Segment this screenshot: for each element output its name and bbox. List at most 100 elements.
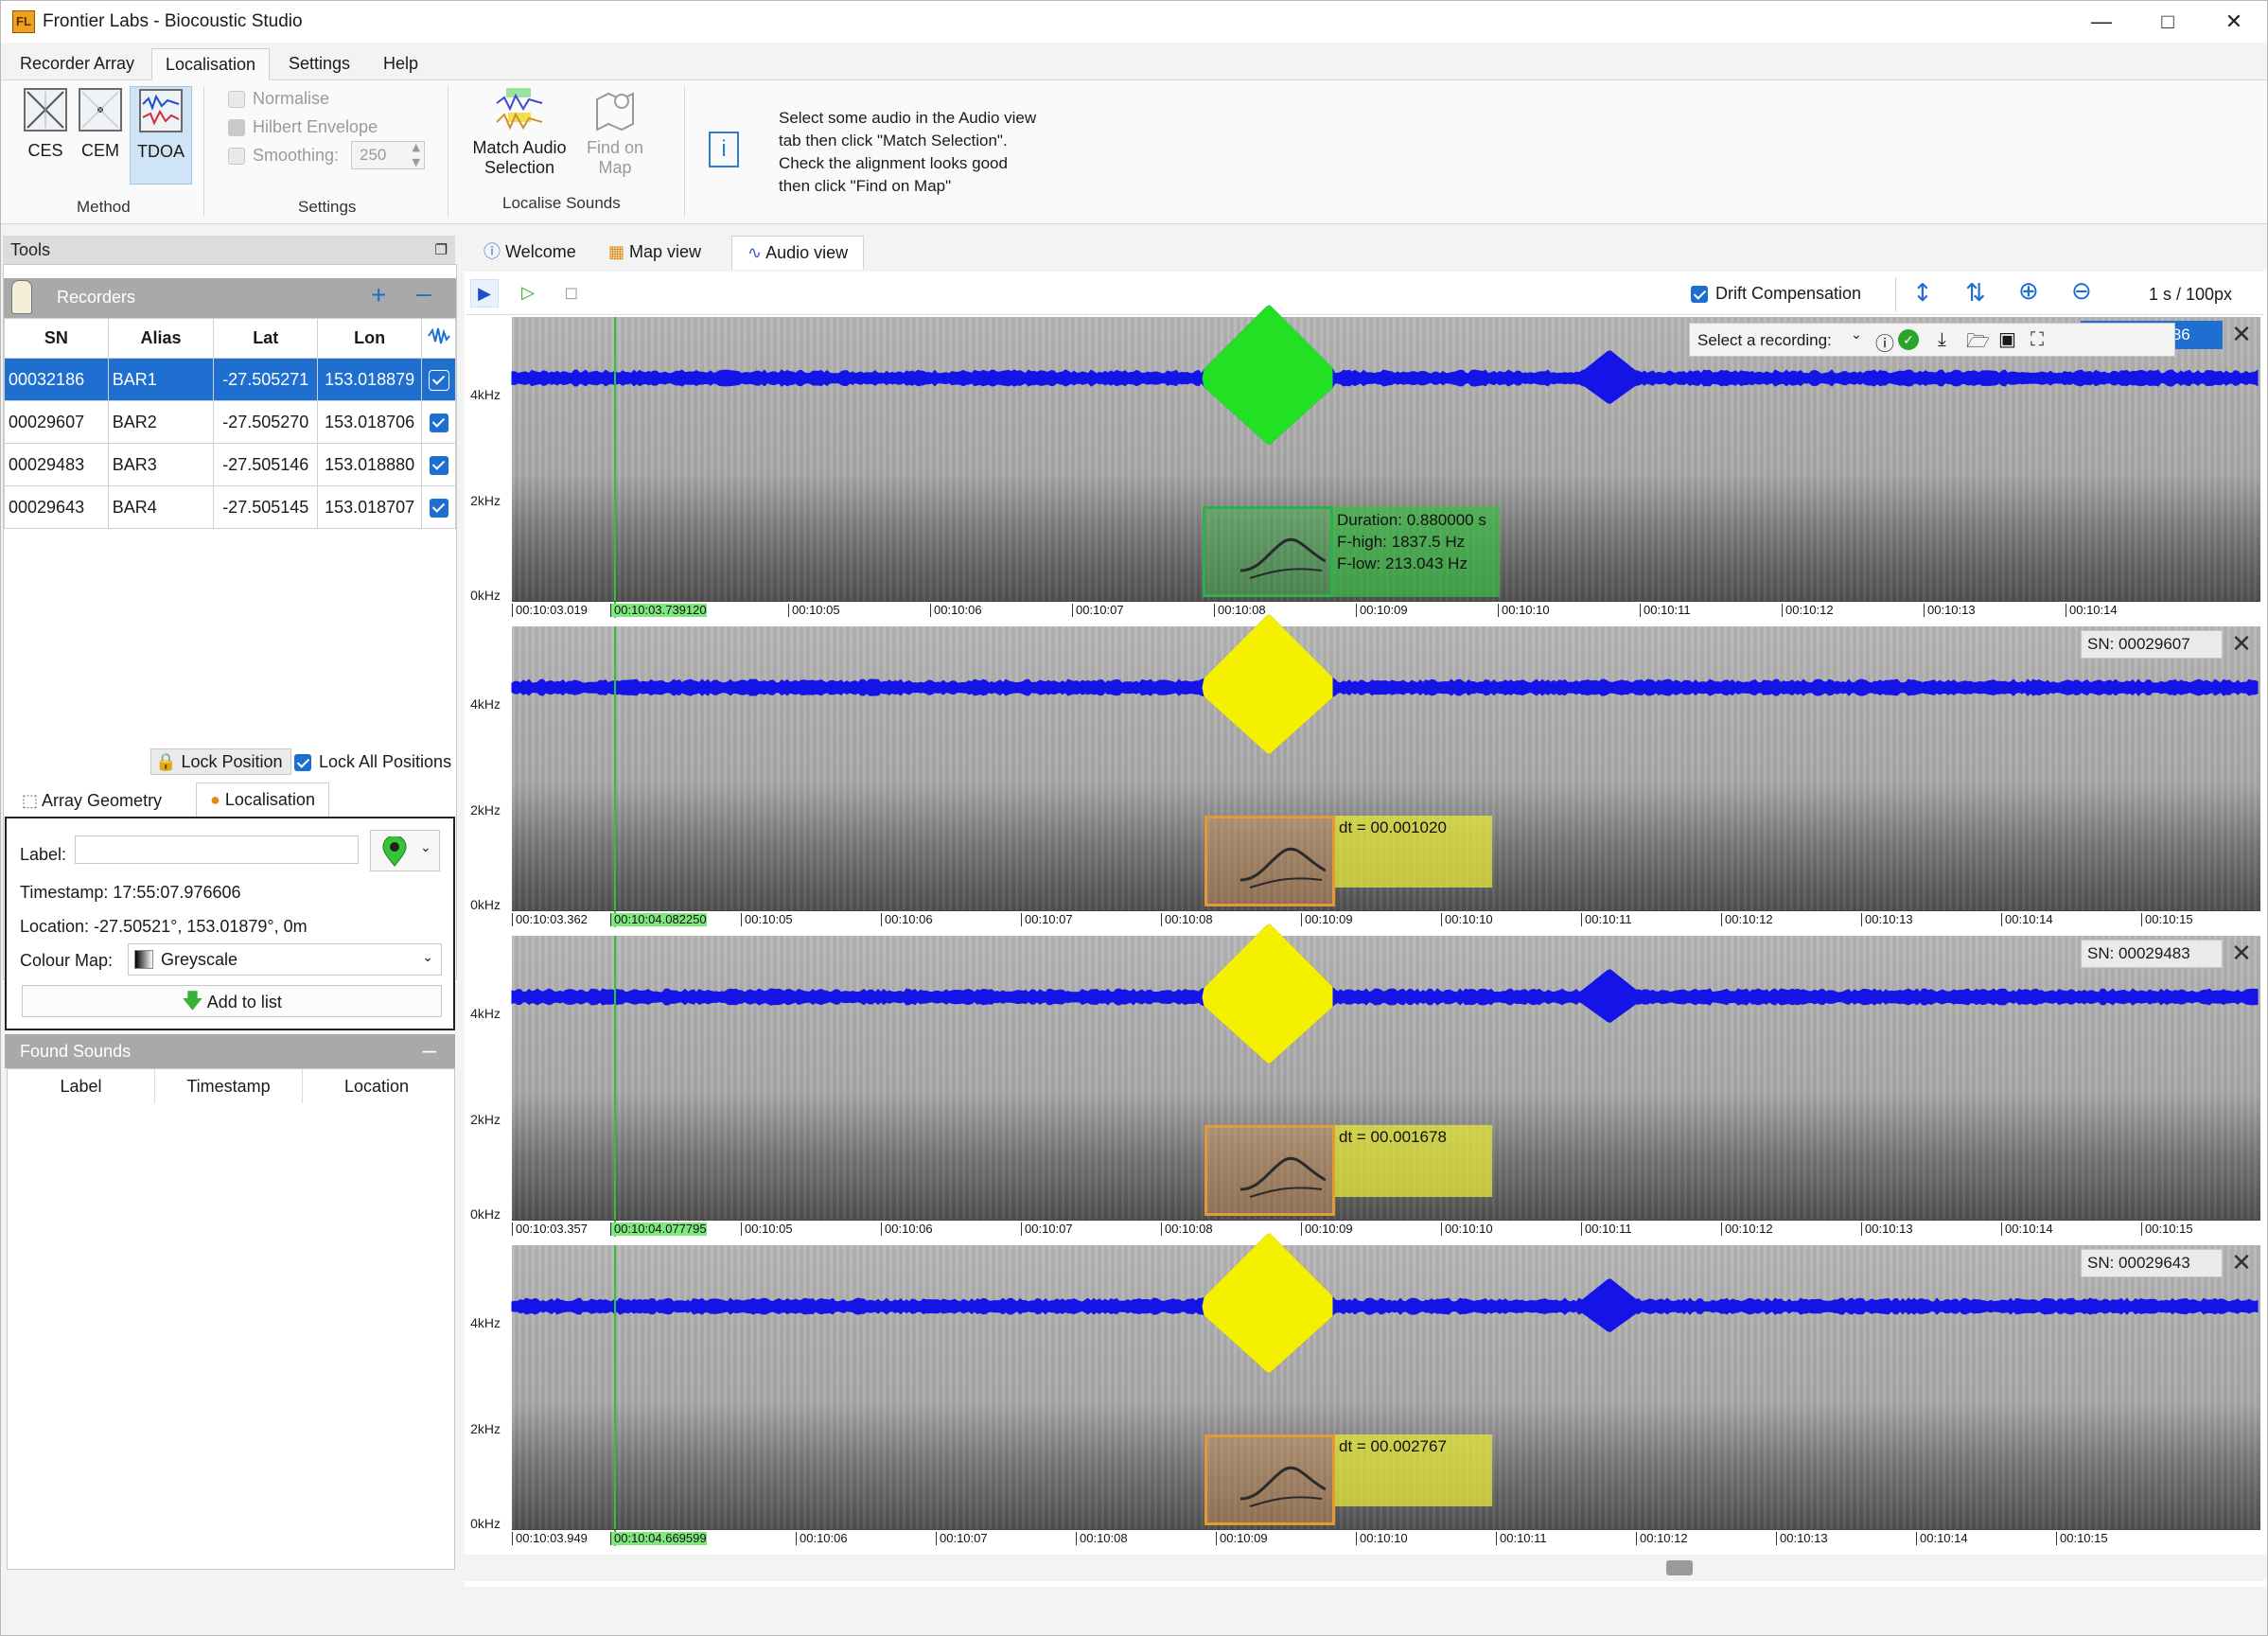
waveform-signal [511, 614, 2259, 754]
column-header-lat[interactable]: Lat [213, 318, 319, 359]
recording-sn-label[interactable]: SN: 00029483 [2081, 940, 2223, 968]
column-header-label[interactable]: Label [8, 1069, 155, 1103]
row-checkbox[interactable] [421, 358, 456, 401]
time-delay-label: dt = 00.001020 [1335, 816, 1492, 888]
table-row[interactable]: 00029483 BAR3 -27.505146 153.018880 [4, 443, 456, 486]
image-icon[interactable]: ▣ [1998, 327, 2016, 350]
tab-welcome[interactable]: ⓘ Welcome [483, 242, 576, 261]
playback-cursor[interactable] [614, 1245, 616, 1546]
viewer-tab-bar: ⓘ Welcome ▦ Map view ∿ Audio view [465, 234, 2267, 272]
colour-map-dropdown[interactable]: Greyscale ⌄ [128, 943, 442, 976]
time-tick-label: 00:10:06 [881, 913, 933, 926]
play-from-cursor-icon[interactable]: ▷ [521, 283, 535, 302]
zoom-in-vertical-icon[interactable]: ↕ [1912, 279, 1933, 308]
time-tick-label: 00:10:08 [1076, 1532, 1128, 1545]
add-to-list-button[interactable]: 🡇 Add to list [22, 985, 442, 1017]
menu-tab-help[interactable]: Help [383, 54, 419, 73]
freq-label: 2kHz [470, 1421, 501, 1436]
row-checkbox[interactable] [421, 400, 456, 444]
method-cem-button[interactable]: CEM [73, 88, 128, 161]
label-input[interactable] [75, 836, 359, 864]
time-tick-label: 00:10:08 [1161, 913, 1213, 926]
settings-group-label: Settings [298, 198, 357, 216]
hilbert-envelope-checkbox[interactable]: Hilbert Envelope [228, 117, 378, 137]
tab-map-view[interactable]: ▦ Map view [608, 242, 702, 261]
menu-tab-recorder-array[interactable]: Recorder Array [20, 54, 135, 73]
zoom-out-vertical-icon[interactable]: ⇅ [1965, 279, 1986, 308]
row-checkbox[interactable] [421, 443, 456, 486]
table-row[interactable]: 00029643 BAR4 -27.505145 153.018707 [4, 485, 456, 529]
maximize-icon[interactable]: □ [2161, 9, 2174, 33]
tab-array-geometry[interactable]: ⬚ Array Geometry [22, 791, 163, 811]
close-track-icon[interactable]: ✕ [2231, 629, 2252, 658]
menu-tab-settings[interactable]: Settings [289, 54, 351, 73]
recording-sn-label[interactable]: SN: 00029607 [2081, 630, 2223, 659]
freq-label: 2kHz [470, 1112, 501, 1127]
info-circle-icon[interactable]: ⓘ [1875, 332, 1894, 355]
drift-compensation-checkbox[interactable]: Drift Compensation [1691, 284, 1861, 304]
playback-cursor[interactable] [614, 936, 616, 1237]
column-header-sn[interactable]: SN [4, 318, 109, 359]
zoom-in-horizontal-icon[interactable]: ⊕ [2018, 277, 2039, 306]
time-tick-label: 00:10:07 [936, 1532, 988, 1545]
waveform-column-icon[interactable] [421, 318, 456, 359]
tdoa-icon [139, 89, 183, 132]
lock-position-button[interactable]: 🔒 Lock Position [150, 748, 291, 775]
call-contour [1240, 848, 1326, 888]
download-icon[interactable]: ⤓ [1938, 327, 1946, 350]
column-header-timestamp[interactable]: Timestamp [155, 1069, 303, 1103]
add-recorder-icon[interactable]: + [371, 280, 387, 309]
freq-label: 4kHz [470, 1315, 501, 1330]
folder-open-icon[interactable]: 🗁 [1966, 329, 1990, 352]
freq-label: 4kHz [470, 387, 501, 402]
play-icon[interactable]: ▶ [470, 279, 499, 308]
collapse-icon[interactable]: – [422, 1035, 436, 1064]
close-track-icon[interactable]: ✕ [2231, 320, 2252, 348]
tab-audio-view[interactable]: ∿ Audio view [731, 236, 865, 270]
restore-panel-icon[interactable]: ❐ [434, 241, 448, 258]
table-row[interactable]: 00032186 BAR1 -27.505271 153.018879 [4, 358, 456, 401]
stop-icon[interactable]: ◻ [564, 283, 579, 302]
info-icon: i [709, 132, 739, 167]
playback-cursor[interactable] [614, 317, 616, 618]
column-header-lon[interactable]: Lon [317, 318, 423, 359]
time-tick-label: 00:10:15 [2141, 1223, 2193, 1236]
ribbon: CES CEM TDOA Method Normalise Hilbert En… [1, 80, 2267, 224]
normalise-checkbox[interactable]: Normalise [228, 89, 329, 109]
stepper-arrows-icon[interactable]: ▲ ▼ [412, 141, 420, 168]
match-audio-selection-button[interactable]: Match Audio Selection [466, 86, 572, 178]
find-on-map-button[interactable]: Find on Map [580, 86, 650, 178]
close-track-icon[interactable]: ✕ [2231, 939, 2252, 967]
column-header-location[interactable]: Location [343, 1077, 410, 1096]
time-tick-label: 00:10:11 [1640, 604, 1691, 617]
zoom-out-horizontal-icon[interactable]: ⊖ [2071, 277, 2092, 306]
marker-style-dropdown[interactable]: ⌄ [370, 830, 440, 871]
time-tick-label: 00:10:14 [2001, 913, 2053, 926]
time-tick-label: 00:10:03.357 [512, 1223, 588, 1236]
scrollbar-thumb[interactable] [1666, 1560, 1693, 1575]
menu-tab-localisation[interactable]: Localisation [151, 48, 271, 80]
close-icon[interactable]: ✕ [2224, 9, 2243, 33]
method-tdoa-button[interactable]: TDOA [130, 86, 192, 185]
recording-sn-label[interactable]: SN: 00029643 [2081, 1249, 2223, 1277]
checkmark-icon[interactable]: ✓ [1898, 329, 1919, 350]
location-text: Location: -27.50521°, 153.01879°, 0m [20, 917, 308, 936]
tab-localisation[interactable]: ● Localisation [196, 783, 329, 817]
smoothing-stepper[interactable]: 250 ▲ ▼ [351, 141, 425, 169]
method-ces-button[interactable]: CES [18, 88, 73, 161]
remove-recorder-icon[interactable]: – [416, 278, 431, 308]
close-track-icon[interactable]: ✕ [2231, 1248, 2252, 1276]
horizontal-scrollbar[interactable] [465, 1555, 2267, 1581]
time-tick-label: 00:10:06 [796, 1532, 848, 1545]
row-checkbox[interactable] [421, 485, 456, 529]
fullscreen-icon[interactable]: ⛶ [2031, 327, 2044, 350]
minimize-icon[interactable]: — [2091, 9, 2112, 33]
time-tick-label: 00:10:05 [741, 913, 793, 926]
time-tick-label: 00:10:12 [1721, 1223, 1773, 1236]
lock-all-positions-checkbox[interactable]: Lock All Positions [294, 752, 451, 772]
column-header-alias[interactable]: Alias [107, 318, 215, 359]
smoothing-checkbox[interactable]: Smoothing: [228, 146, 339, 166]
chevron-down-icon[interactable]: ⌄ [1851, 327, 1862, 343]
table-row[interactable]: 00029607 BAR2 -27.505270 153.018706 [4, 400, 456, 444]
playback-cursor[interactable] [614, 626, 616, 927]
